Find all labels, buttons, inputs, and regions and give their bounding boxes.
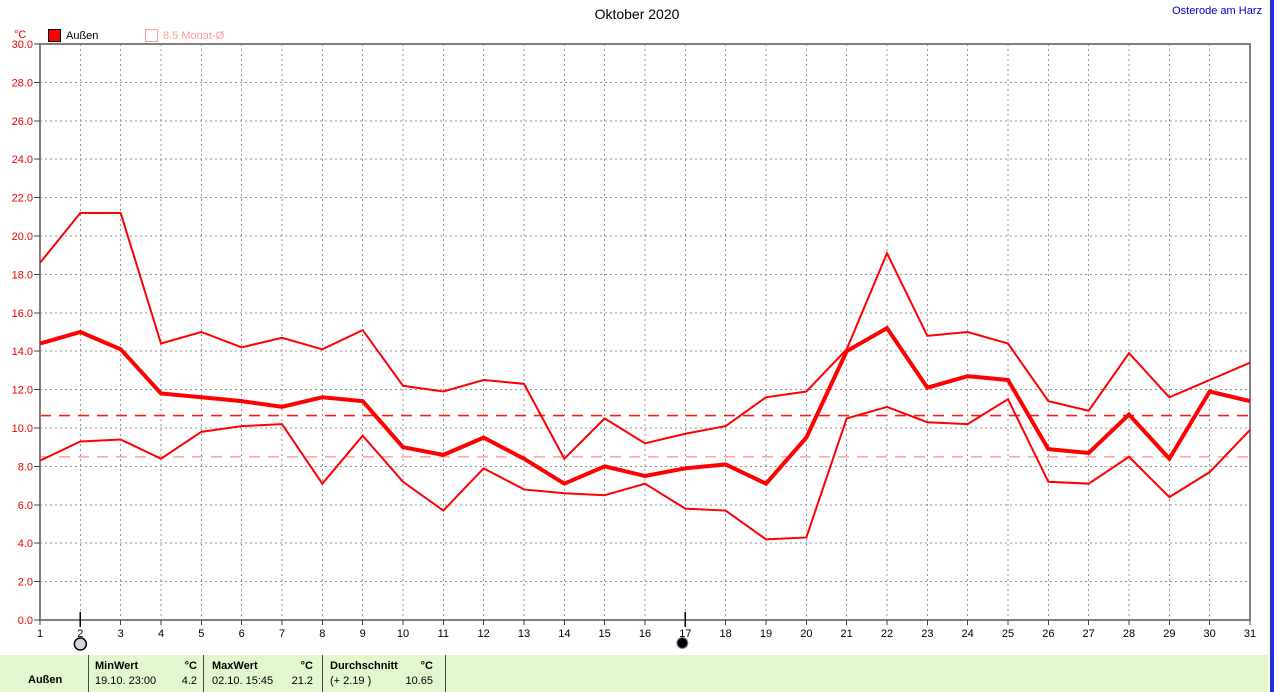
series-min <box>39 397 1251 541</box>
x-axis-label: 21 <box>841 628 853 640</box>
durchschnitt-value: 10.65 <box>405 674 433 687</box>
x-axis-label: 30 <box>1204 628 1216 640</box>
y-axis-label: 10.0 <box>12 423 33 435</box>
outdoor-series-label: Außen <box>66 29 99 42</box>
page-title: Oktober 2020 <box>594 6 680 22</box>
y-axis-label: 30.0 <box>12 39 33 51</box>
y-axis-label: 26.0 <box>12 116 33 128</box>
durchschnitt-deviation: (+ 2.19 ) <box>330 674 372 687</box>
new-moon-icon <box>676 637 689 649</box>
durchschnitt-header: Durchschnitt <box>330 659 398 672</box>
x-axis-label: 9 <box>360 628 366 640</box>
y-axis-label: 28.0 <box>12 77 33 89</box>
x-axis-label: 18 <box>720 628 732 640</box>
x-axis-label: 24 <box>962 628 974 640</box>
x-axis-label: 26 <box>1042 628 1054 640</box>
x-axis-label: 14 <box>558 628 570 640</box>
full-moon-icon <box>73 637 88 651</box>
y-axis-label: 8.0 <box>18 461 33 473</box>
x-axis-label: 6 <box>239 628 245 640</box>
y-axis-label: 20.0 <box>12 231 33 243</box>
x-axis-label: 16 <box>639 628 651 640</box>
x-axis-label: 13 <box>518 628 530 640</box>
x-axis-label: 19 <box>760 628 772 640</box>
x-axis-label: 11 <box>438 628 449 640</box>
x-axis-label: 22 <box>881 628 893 640</box>
y-axis-unit: °C <box>14 29 27 41</box>
x-axis-label: 7 <box>279 628 285 640</box>
station-name: Osterode am Harz <box>1172 5 1262 17</box>
minwert-value: 4.2 <box>181 674 197 687</box>
outdoor-series-swatch <box>48 29 61 42</box>
minwert-datetime: 19.10. 23:00 <box>95 674 157 687</box>
window-right-border <box>1270 0 1274 692</box>
sensor-label: Außen <box>28 674 63 686</box>
x-axis-label: 27 <box>1083 628 1095 640</box>
statusbar-divider <box>445 655 446 692</box>
x-axis-label: 1 <box>37 628 43 640</box>
status-bar: Außen MinWert °C 19.10. 23:00 4.2 MaxWer… <box>0 655 1268 692</box>
y-axis-label: 24.0 <box>12 154 33 166</box>
maxwert-header: MaxWert <box>212 659 258 672</box>
statusbar-divider <box>203 655 204 692</box>
legend-item-outdoor[interactable]: Außen <box>48 29 98 42</box>
monthly-average-swatch <box>145 29 158 42</box>
maxwert-column: MaxWert °C 02.10. 15:45 21.2 <box>212 658 313 688</box>
maxwert-unit: °C <box>300 659 313 672</box>
y-axis-label: 18.0 <box>12 269 33 281</box>
maxwert-datetime: 02.10. 15:45 <box>212 674 274 687</box>
x-axis-label: 5 <box>198 628 204 640</box>
y-axis-label: 12.0 <box>12 385 33 397</box>
x-axis-label: 15 <box>599 628 611 640</box>
y-axis-label: 4.0 <box>18 538 33 550</box>
y-axis-label: 2.0 <box>18 577 33 589</box>
y-axis-label: 16.0 <box>12 308 33 320</box>
x-axis-label: 2 <box>77 628 83 640</box>
series-mean <box>39 325 1251 487</box>
x-axis-label: 28 <box>1123 628 1135 640</box>
x-axis-label: 31 <box>1244 628 1256 640</box>
statusbar-divider <box>88 655 89 692</box>
x-axis-label: 29 <box>1163 628 1175 640</box>
x-axis-label: 8 <box>319 628 325 640</box>
minwert-header: MinWert <box>95 659 139 672</box>
series-max <box>39 211 1251 461</box>
minwert-column: MinWert °C 19.10. 23:00 4.2 <box>95 658 197 688</box>
temperature-chart: 0.0 2.0 4.0 6.0 8.0 10.0 12.0 14.0 16.0 18.0 20.0 2… <box>12 39 1256 651</box>
x-axis-label: 20 <box>800 628 812 640</box>
monthly-average-label: 8.5 Monat-Ø <box>163 29 225 42</box>
minwert-unit: °C <box>184 659 197 672</box>
x-axis-label: 12 <box>478 628 490 640</box>
maxwert-value: 21.2 <box>291 674 313 687</box>
x-axis-label: 4 <box>158 628 164 640</box>
durchschnitt-unit: °C <box>420 659 433 672</box>
y-axis-label: 14.0 <box>12 346 33 358</box>
durchschnitt-column: Durchschnitt °C (+ 2.19 ) 10.65 <box>330 658 433 688</box>
x-axis-label: 25 <box>1002 628 1014 640</box>
y-axis-label: 6.0 <box>18 500 33 512</box>
statusbar-divider <box>322 655 323 692</box>
y-axis-label: 0.0 <box>18 615 33 627</box>
legend-item-monthly-average[interactable]: 8.5 Monat-Ø <box>145 29 224 42</box>
x-axis-label: 3 <box>118 628 124 640</box>
y-axis-label: 22.0 <box>12 193 33 205</box>
x-axis-label: 23 <box>921 628 933 640</box>
x-axis-label: 10 <box>397 628 409 640</box>
x-axis-label: 17 <box>679 628 691 640</box>
